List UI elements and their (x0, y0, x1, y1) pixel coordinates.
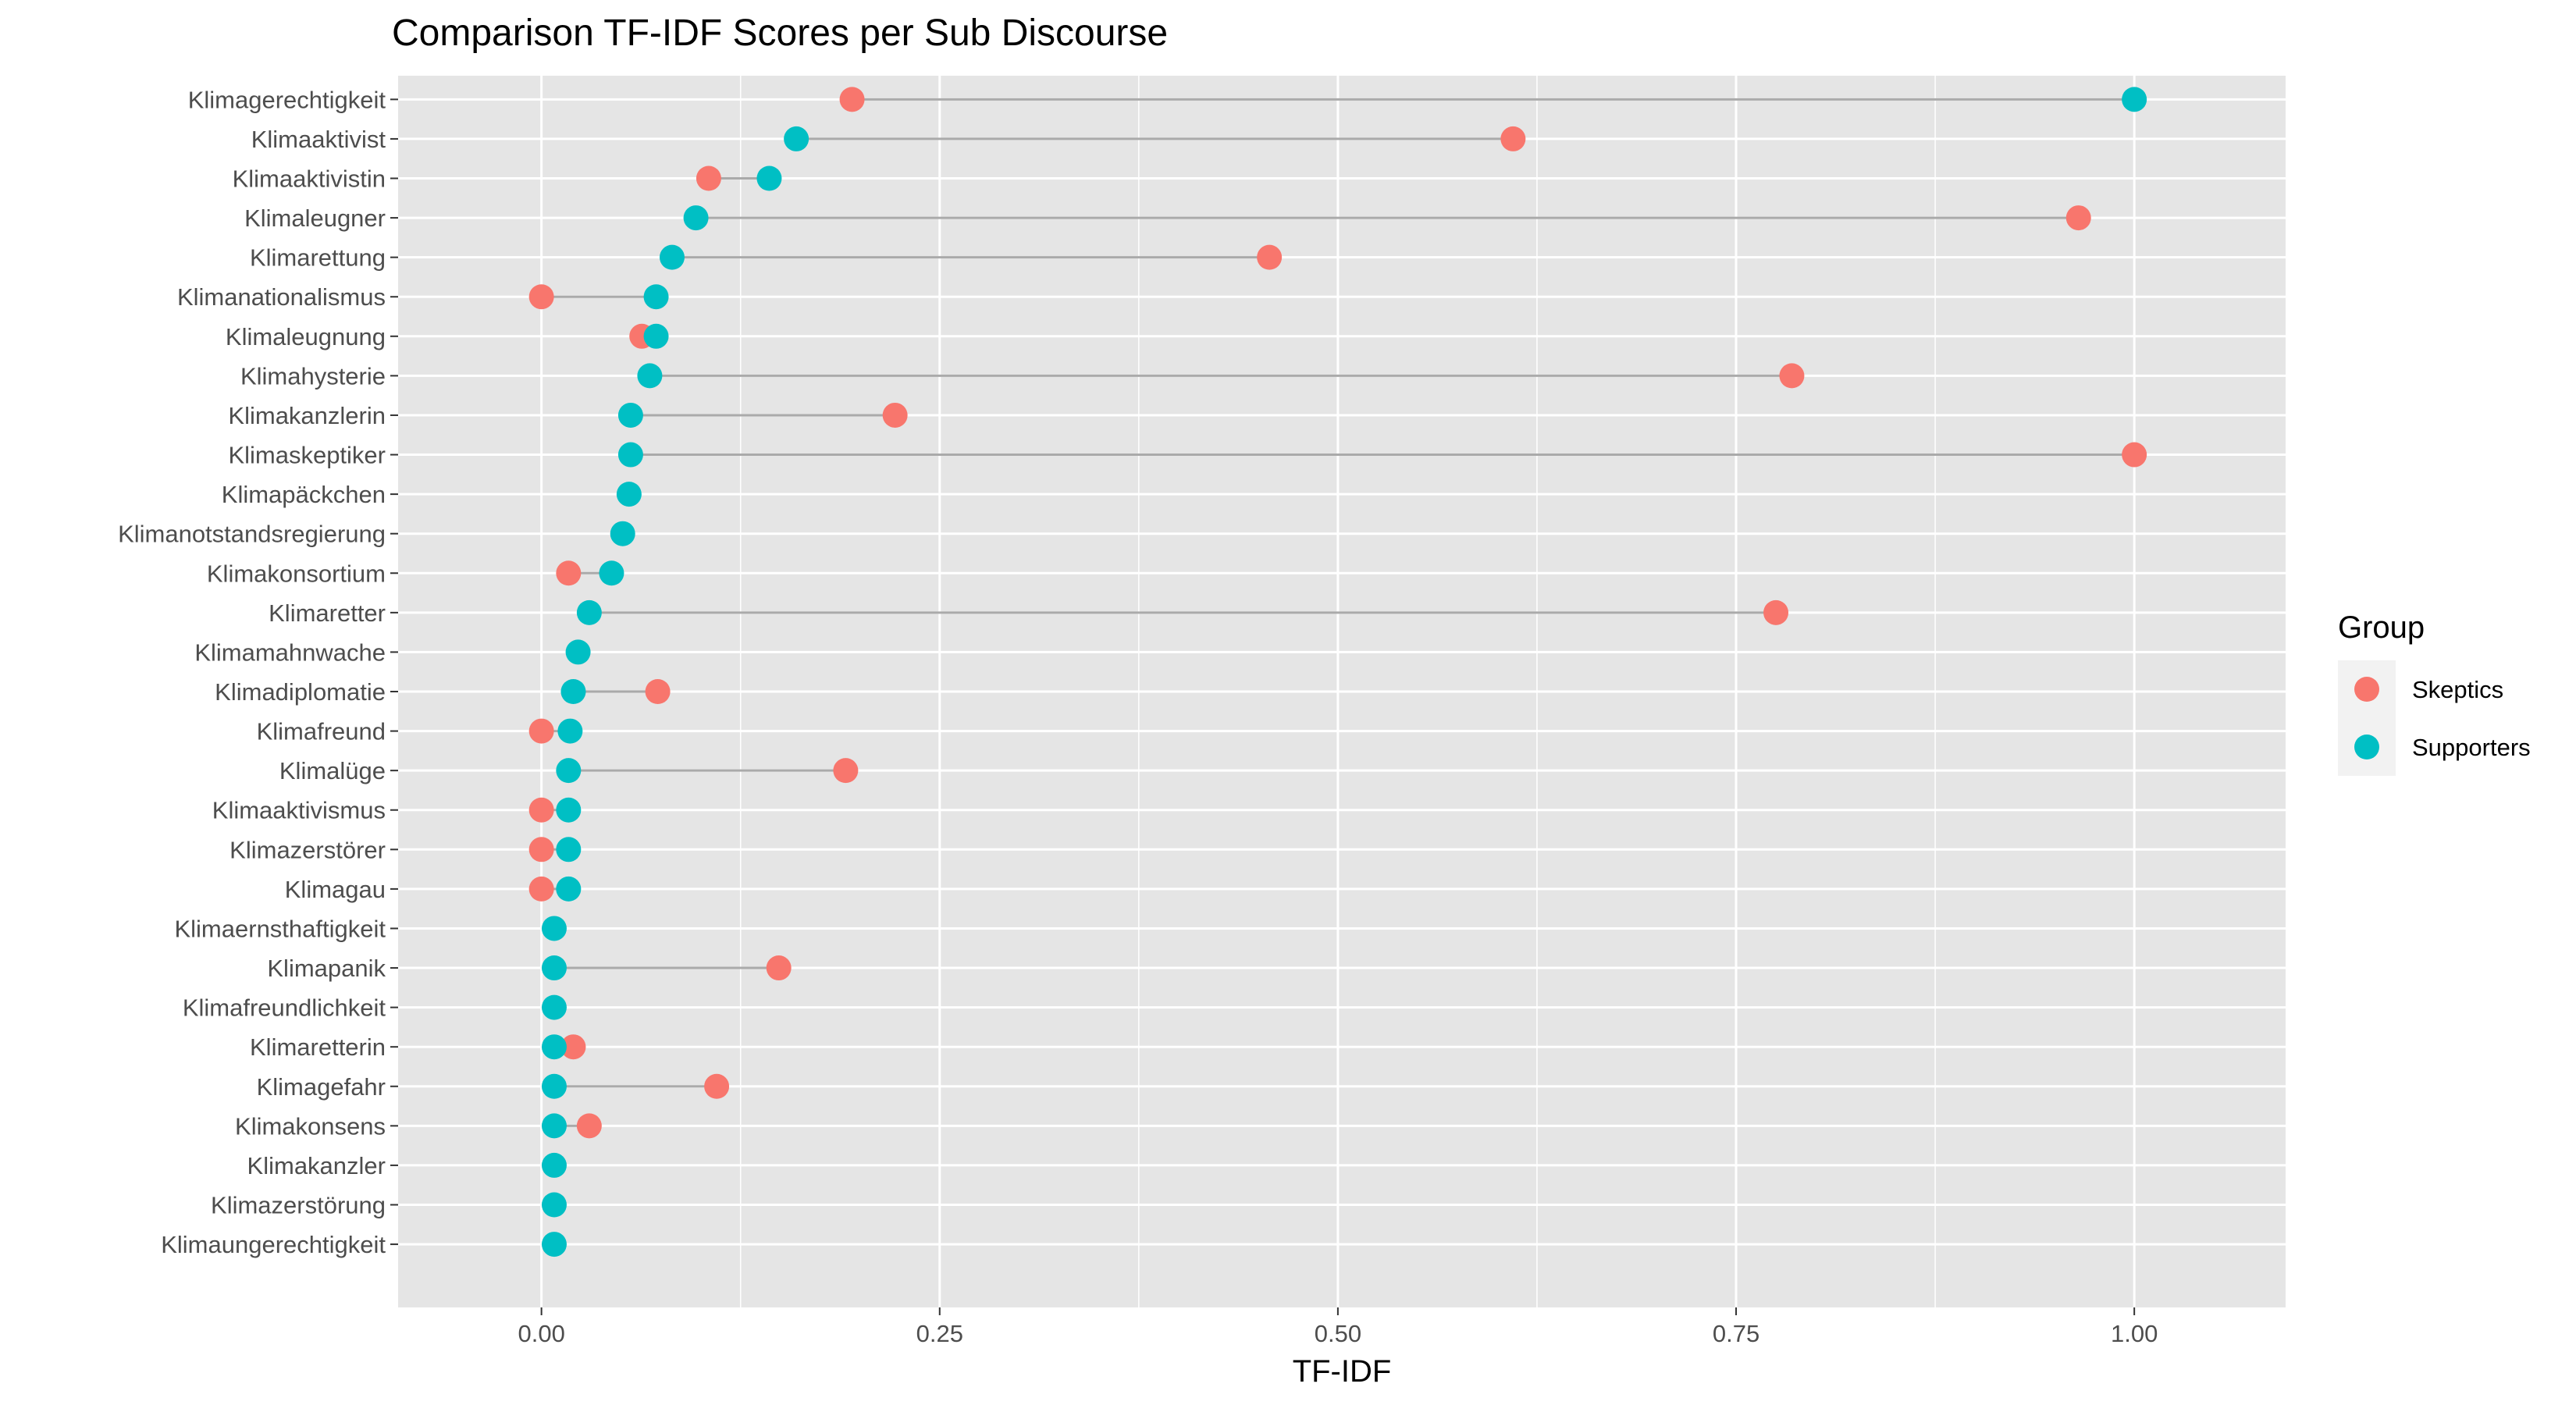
y-tick-label: Klimaleugnung (226, 323, 386, 350)
supporters-point (643, 284, 669, 310)
supporters-point (756, 165, 782, 191)
supporters-point (556, 876, 582, 902)
supporters-point (637, 363, 663, 389)
supporters-point (659, 244, 685, 270)
y-tick-label: Klimarettung (250, 244, 386, 272)
legend-marker (2354, 735, 2379, 759)
legend-marker (2354, 677, 2379, 702)
skeptics-point (528, 284, 554, 310)
y-tick-label: Klimaaktivistin (233, 165, 386, 193)
segments (541, 98, 2135, 1127)
supporters-point (541, 1192, 567, 1218)
supporters-point (565, 639, 591, 665)
y-tick-label: Klimakanzlerin (228, 402, 386, 429)
x-tick-label: 0.25 (916, 1320, 963, 1347)
y-tick-label: Klimaernsthaftigkeit (174, 915, 386, 942)
y-tick-label: Klimazerstörer (229, 836, 386, 863)
skeptics-point (556, 560, 582, 586)
supporters-point (541, 955, 567, 981)
y-tick-label: Klimafreundlichkeit (183, 994, 386, 1022)
supporters-point (617, 442, 643, 468)
y-tick-label: Klimaleugner (244, 205, 386, 232)
skeptics-point (645, 679, 671, 704)
supporters-point (541, 1034, 567, 1060)
legend-title: Group (2338, 610, 2425, 645)
y-tick-label: Klimazerstörung (211, 1192, 386, 1219)
y-tick-label: Klimakonsortium (207, 560, 386, 587)
skeptics-point (839, 87, 865, 112)
y-tick-label: Klimahysterie (240, 362, 386, 389)
legend-label: Skeptics (2412, 676, 2503, 703)
y-tick-label: Klimapanik (267, 955, 386, 982)
x-tick-label: 0.50 (1315, 1320, 1361, 1347)
skeptics-point (1257, 244, 1283, 270)
y-tick-label: Klimafreund (257, 718, 386, 745)
supporters-point (541, 1113, 567, 1139)
x-tick-label: 0.75 (1713, 1320, 1759, 1347)
supporters-point (616, 482, 642, 507)
legend-label: Supporters (2412, 734, 2531, 761)
supporters-point (576, 599, 602, 625)
y-tick-label: Klimaretter (269, 599, 386, 627)
y-tick-label: Klimanationalismus (177, 283, 386, 311)
x-axis-title: TF-IDF (1293, 1354, 1392, 1389)
skeptics-point (528, 797, 554, 823)
y-tick-label: Klimalüge (279, 757, 386, 784)
y-tick-label: Klimakanzler (247, 1152, 386, 1179)
skeptics-point (833, 758, 859, 784)
y-axis: Klimagerechtigkeit Klimaaktivist Klimaakti… (118, 86, 398, 1258)
y-tick-label: Klimaaktivismus (212, 797, 386, 824)
skeptics-point (528, 876, 554, 902)
points (528, 87, 2147, 1257)
chart-title: Comparison TF-IDF Scores per Sub Discour… (392, 12, 1168, 54)
y-tick-label: Klimapäckchen (222, 481, 386, 508)
skeptics-point (560, 1034, 586, 1060)
y-tick-label: Klimagefahr (257, 1073, 386, 1101)
supporters-point (556, 837, 582, 863)
skeptics-point (1779, 363, 1805, 389)
y-tick-label: Klimagau (285, 876, 386, 903)
skeptics-point (2065, 205, 2091, 231)
supporters-point (556, 758, 582, 784)
supporters-point (541, 1232, 567, 1257)
x-axis: 0.00 0.25 0.50 0.75 1.00 (518, 1307, 2158, 1347)
skeptics-point (696, 165, 721, 191)
x-tick-label: 1.00 (2111, 1320, 2158, 1347)
supporters-point (2122, 87, 2147, 112)
y-tick-label: Klimakonsens (235, 1112, 386, 1140)
skeptics-point (528, 837, 554, 863)
skeptics-point (2122, 442, 2147, 468)
supporters-point (599, 560, 624, 586)
supporters-point (541, 1152, 567, 1178)
y-tick-label: Klimaungerechtigkeit (161, 1231, 386, 1258)
y-tick-label: Klimanotstandsregierung (118, 521, 386, 548)
supporters-point (683, 205, 709, 231)
supporters-point (610, 521, 635, 546)
y-tick-label: Klimaaktivist (251, 126, 386, 153)
legend: Group Skeptics Supporters (2338, 610, 2531, 776)
y-tick-label: Klimagerechtigkeit (188, 86, 386, 113)
y-tick-label: Klimaskeptiker (228, 442, 386, 469)
y-tick-label: Klimadiplomatie (215, 678, 386, 706)
y-tick-label: Klimaretterin (250, 1033, 386, 1061)
supporters-point (784, 126, 809, 151)
supporters-point (643, 323, 669, 349)
supporters-point (617, 402, 643, 428)
skeptics-point (882, 402, 908, 428)
skeptics-point (576, 1113, 602, 1139)
supporters-point (541, 1073, 567, 1099)
supporters-point (556, 797, 582, 823)
supporters-point (557, 718, 583, 744)
skeptics-point (1763, 599, 1789, 625)
supporters-point (560, 679, 586, 704)
skeptics-point (766, 955, 792, 981)
skeptics-point (704, 1073, 730, 1099)
x-tick-label: 0.00 (518, 1320, 564, 1347)
supporters-point (541, 994, 567, 1020)
y-tick-label: Klimamahnwache (194, 638, 386, 666)
supporters-point (541, 916, 567, 941)
skeptics-point (1500, 126, 1526, 151)
skeptics-point (528, 718, 554, 744)
